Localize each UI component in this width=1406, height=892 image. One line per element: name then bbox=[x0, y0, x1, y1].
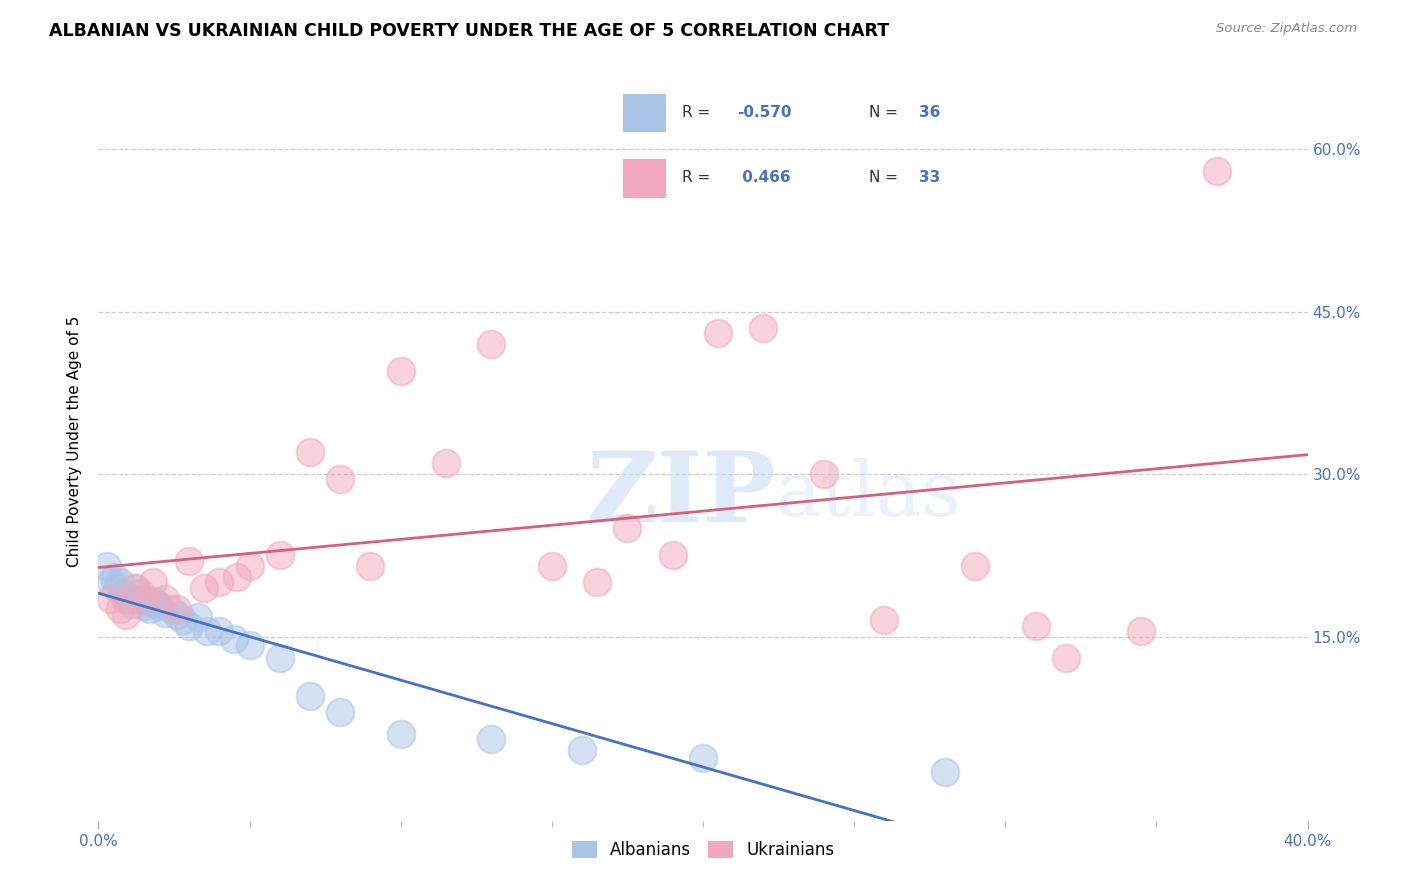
Point bbox=[139, 602, 162, 616]
Point bbox=[114, 591, 136, 606]
Point bbox=[193, 581, 215, 595]
Point bbox=[142, 575, 165, 590]
Point bbox=[129, 586, 152, 600]
Point bbox=[153, 591, 176, 606]
Point bbox=[481, 337, 503, 351]
Point bbox=[239, 559, 262, 574]
Text: ALBANIAN VS UKRAINIAN CHILD POVERTY UNDER THE AGE OF 5 CORRELATION CHART: ALBANIAN VS UKRAINIAN CHILD POVERTY UNDE… bbox=[49, 22, 890, 40]
Point bbox=[965, 559, 987, 574]
Point bbox=[132, 599, 155, 614]
Point bbox=[148, 599, 170, 614]
Point bbox=[586, 575, 609, 590]
Point bbox=[571, 743, 593, 757]
Point bbox=[208, 575, 231, 590]
Point bbox=[195, 624, 218, 639]
Text: Source: ZipAtlas.com: Source: ZipAtlas.com bbox=[1216, 22, 1357, 36]
Point bbox=[1130, 624, 1153, 639]
Point bbox=[124, 581, 146, 595]
Point bbox=[329, 473, 352, 487]
Point bbox=[389, 364, 412, 378]
Point bbox=[111, 586, 134, 600]
Point bbox=[224, 632, 246, 646]
Point bbox=[934, 764, 956, 779]
Point bbox=[103, 570, 125, 584]
Point bbox=[127, 591, 149, 606]
Point bbox=[145, 597, 167, 611]
Point bbox=[208, 624, 231, 639]
Point bbox=[105, 581, 128, 595]
Point bbox=[707, 326, 730, 341]
Point bbox=[389, 727, 412, 741]
Point bbox=[100, 575, 122, 590]
Point bbox=[160, 602, 183, 616]
Point bbox=[661, 548, 683, 563]
Point bbox=[153, 606, 176, 620]
Point bbox=[172, 613, 194, 627]
Point bbox=[135, 595, 157, 609]
Point bbox=[187, 610, 209, 624]
Point bbox=[1024, 618, 1046, 632]
Point bbox=[269, 651, 291, 665]
Point bbox=[179, 618, 201, 632]
Point bbox=[269, 548, 291, 563]
Point bbox=[616, 521, 638, 535]
Point bbox=[1054, 651, 1077, 665]
Point bbox=[540, 559, 562, 574]
Text: ZIP: ZIP bbox=[586, 448, 776, 541]
Point bbox=[329, 706, 352, 720]
Point bbox=[142, 594, 165, 608]
Legend: Albanians, Ukrainians: Albanians, Ukrainians bbox=[565, 834, 841, 865]
Point bbox=[813, 467, 835, 481]
Point bbox=[434, 456, 457, 470]
Point bbox=[166, 602, 188, 616]
Point bbox=[179, 554, 201, 568]
Y-axis label: Child Poverty Under the Age of 5: Child Poverty Under the Age of 5 bbox=[67, 316, 83, 567]
Point bbox=[166, 607, 188, 622]
Point bbox=[752, 321, 775, 335]
Point bbox=[121, 597, 143, 611]
Point bbox=[124, 581, 146, 595]
Point bbox=[226, 570, 249, 584]
Point bbox=[299, 445, 322, 459]
Point bbox=[108, 602, 131, 616]
Point bbox=[118, 591, 141, 606]
Point bbox=[873, 613, 896, 627]
Point bbox=[96, 559, 118, 574]
Point bbox=[132, 591, 155, 606]
Point bbox=[360, 559, 382, 574]
Point bbox=[114, 607, 136, 622]
Point bbox=[100, 591, 122, 606]
Text: atlas: atlas bbox=[776, 458, 960, 532]
Point bbox=[692, 751, 714, 765]
Point bbox=[481, 732, 503, 747]
Point bbox=[299, 689, 322, 703]
Point bbox=[1206, 163, 1229, 178]
Point bbox=[239, 638, 262, 652]
Point bbox=[108, 575, 131, 590]
